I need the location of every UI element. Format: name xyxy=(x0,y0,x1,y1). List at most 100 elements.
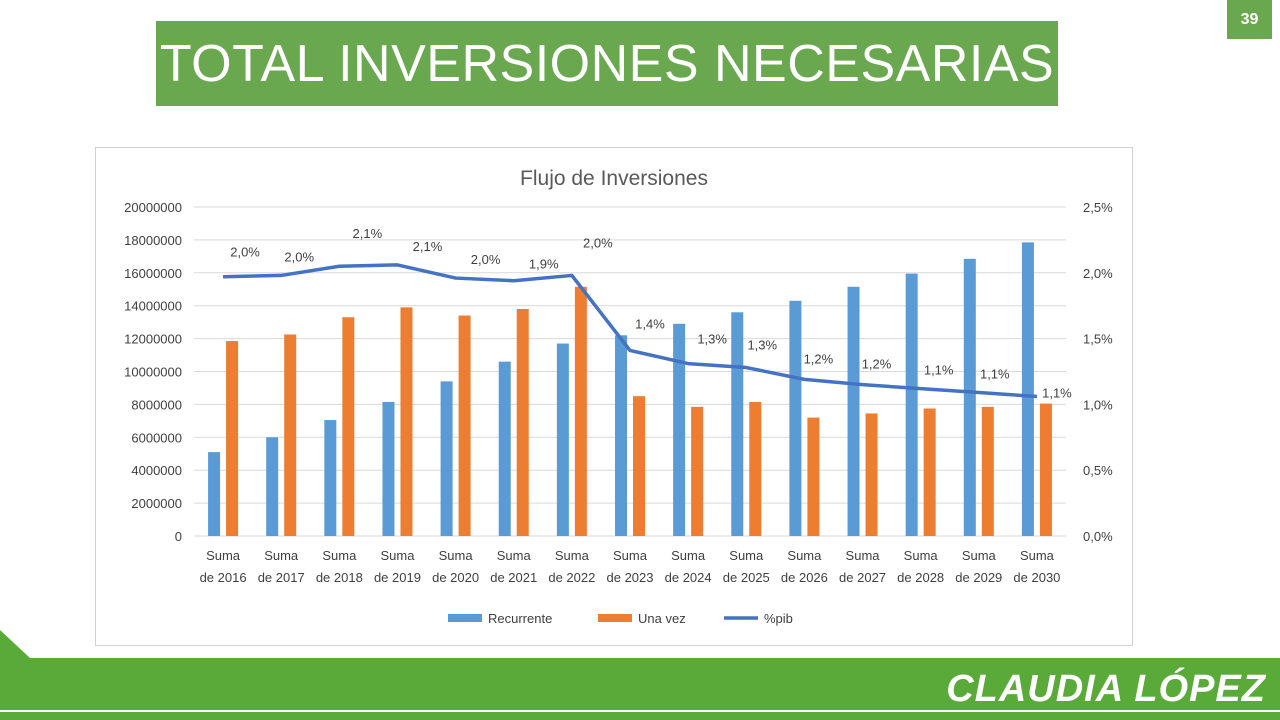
bar-una-vez xyxy=(1039,403,1052,536)
y-left-tick-label: 6000000 xyxy=(131,430,182,445)
x-tick-label: Suma xyxy=(206,548,241,563)
bar-recurrente xyxy=(615,335,627,536)
x-tick-label: de 2027 xyxy=(839,570,886,585)
x-tick-label: Suma xyxy=(439,548,474,563)
bar-recurrente xyxy=(498,361,511,536)
page-number: 39 xyxy=(1227,0,1272,39)
bar-una-vez xyxy=(923,408,936,536)
x-tick-label: Suma xyxy=(904,548,939,563)
y-right-tick-label: 0,0% xyxy=(1083,529,1113,544)
x-tick-label: de 2019 xyxy=(374,570,421,585)
legend-label: Recurrente xyxy=(488,611,552,626)
x-tick-label: de 2018 xyxy=(316,570,363,585)
bar-recurrente xyxy=(208,452,221,536)
bar-recurrente xyxy=(324,420,337,536)
y-right-tick-label: 1,0% xyxy=(1083,397,1113,412)
x-tick-label: Suma xyxy=(787,548,822,563)
y-left-tick-label: 14000000 xyxy=(124,299,182,314)
y-right-tick-label: 1,5% xyxy=(1083,332,1113,347)
line-data-label: 1,9% xyxy=(529,257,559,272)
x-tick-label: de 2025 xyxy=(723,570,770,585)
x-tick-label: de 2024 xyxy=(665,570,712,585)
x-tick-label: de 2020 xyxy=(432,570,479,585)
bar-recurrente xyxy=(789,300,802,536)
y-left-tick-label: 0 xyxy=(175,529,182,544)
bar-una-vez xyxy=(865,413,878,536)
bar-recurrente xyxy=(266,437,279,536)
x-tick-label: Suma xyxy=(380,548,415,563)
line-data-label: 1,4% xyxy=(635,316,665,331)
x-tick-label: Suma xyxy=(322,548,357,563)
y-left-tick-label: 16000000 xyxy=(124,266,182,281)
bar-una-vez xyxy=(981,406,994,536)
x-tick-label: de 2023 xyxy=(607,570,654,585)
x-tick-label: de 2021 xyxy=(490,570,537,585)
line-data-label: 2,1% xyxy=(353,226,383,241)
bar-una-vez xyxy=(400,307,413,536)
bar-recurrente xyxy=(382,401,395,536)
line-data-label: 1,2% xyxy=(804,351,834,366)
x-tick-label: de 2028 xyxy=(897,570,944,585)
chart-title: Flujo de Inversiones xyxy=(520,167,708,190)
bar-recurrente xyxy=(440,381,453,536)
x-tick-label: de 2026 xyxy=(781,570,828,585)
x-tick-label: Suma xyxy=(555,548,590,563)
line-data-label: 1,3% xyxy=(697,332,727,347)
x-tick-label: de 2022 xyxy=(548,570,595,585)
x-tick-label: Suma xyxy=(962,548,997,563)
line-data-label: 1,1% xyxy=(924,363,954,378)
x-tick-label: de 2030 xyxy=(1013,570,1060,585)
x-tick-label: Suma xyxy=(846,548,881,563)
bar-una-vez xyxy=(633,396,645,536)
footer-band xyxy=(0,630,1280,720)
bar-una-vez xyxy=(574,286,587,536)
x-tick-label: Suma xyxy=(264,548,299,563)
bar-una-vez xyxy=(807,417,820,536)
y-left-tick-label: 18000000 xyxy=(124,233,182,248)
bar-recurrente xyxy=(847,286,860,536)
y-left-tick-label: 4000000 xyxy=(131,463,182,478)
x-tick-label: de 2029 xyxy=(955,570,1002,585)
line-data-label: 1,1% xyxy=(1042,386,1072,401)
bar-recurrente xyxy=(556,343,569,536)
line-data-label: 2,0% xyxy=(583,235,613,250)
y-left-tick-label: 10000000 xyxy=(124,365,182,380)
legend-label: Una vez xyxy=(638,611,686,626)
y-right-tick-label: 2,5% xyxy=(1083,200,1113,215)
bar-recurrente xyxy=(1021,242,1034,536)
bar-una-vez xyxy=(516,308,529,536)
y-right-tick-label: 2,0% xyxy=(1083,266,1113,281)
line-data-label: 2,0% xyxy=(471,252,501,267)
x-tick-label: de 2016 xyxy=(200,570,247,585)
bar-una-vez xyxy=(749,401,762,536)
legend-label: %pib xyxy=(764,611,793,626)
line-data-label: 2,1% xyxy=(413,239,443,254)
bar-una-vez xyxy=(284,334,297,536)
x-tick-label: Suma xyxy=(671,548,706,563)
bar-una-vez xyxy=(342,317,355,536)
chart-frame: Flujo de Inversiones 0 2000000 4000000 6000… xyxy=(95,147,1133,646)
x-tick-label: Suma xyxy=(613,548,648,563)
bar-recurrente xyxy=(673,323,686,536)
bar-una-vez xyxy=(458,315,471,536)
legend-swatch xyxy=(598,614,632,622)
line-data-label: 1,2% xyxy=(862,357,892,372)
legend-swatch xyxy=(448,614,482,622)
x-tick-label: Suma xyxy=(497,548,532,563)
bar-una-vez xyxy=(691,406,704,536)
bar-recurrente xyxy=(963,258,976,536)
y-left-tick-label: 2000000 xyxy=(131,496,182,511)
x-tick-label: Suma xyxy=(729,548,764,563)
y-right-tick-label: 0,5% xyxy=(1083,463,1113,478)
y-left-tick-label: 20000000 xyxy=(124,200,182,215)
x-tick-label: Suma xyxy=(1020,548,1055,563)
bar-una-vez xyxy=(226,341,239,536)
bar-recurrente xyxy=(731,312,744,536)
x-tick-label: de 2017 xyxy=(258,570,305,585)
flujo-inversiones-chart: Flujo de Inversiones 0 2000000 4000000 6000… xyxy=(124,167,1113,626)
line-data-label: 2,0% xyxy=(230,245,260,260)
slide-title: TOTAL INVERSIONES NECESARIAS xyxy=(156,21,1058,106)
line-data-label: 1,3% xyxy=(747,338,777,353)
line-data-label: 2,0% xyxy=(284,249,314,264)
line-pib xyxy=(223,263,1038,399)
